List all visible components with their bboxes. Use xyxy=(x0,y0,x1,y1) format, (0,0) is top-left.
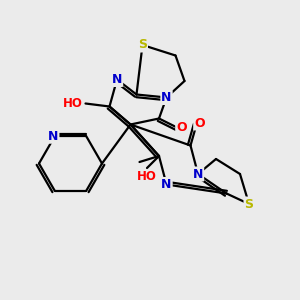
Text: N: N xyxy=(161,91,172,104)
Text: N: N xyxy=(193,167,203,181)
Text: S: S xyxy=(244,197,253,211)
Text: HO: HO xyxy=(63,97,82,110)
Text: HO: HO xyxy=(137,170,157,184)
Text: N: N xyxy=(48,130,58,143)
Text: O: O xyxy=(194,116,205,130)
Text: N: N xyxy=(161,178,172,191)
Text: N: N xyxy=(112,73,122,86)
Text: S: S xyxy=(138,38,147,52)
Text: O: O xyxy=(176,121,187,134)
